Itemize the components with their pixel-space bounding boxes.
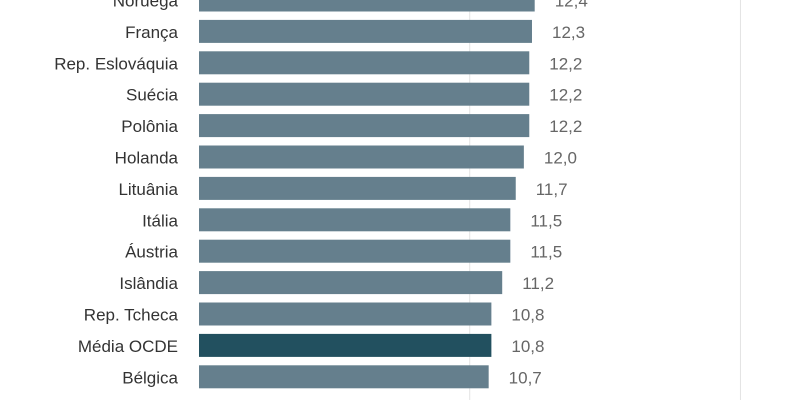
value-label: 11,5 [530,211,562,230]
value-label: 10,7 [509,368,542,387]
value-label: 11,7 [536,180,568,199]
value-label: 12,2 [549,117,582,136]
category-label: Islândia [119,274,178,293]
category-label: França [125,23,178,42]
value-label: 12,4 [555,0,588,10]
value-label: 10,8 [511,337,544,356]
category-label: Holanda [115,148,179,167]
category-label: Lituânia [118,180,178,199]
bar [199,208,511,232]
bar [199,0,535,12]
value-label: 10,8 [511,305,544,324]
value-label: 12,2 [549,86,582,105]
bar [199,82,530,106]
bar [199,114,530,138]
category-label: Polônia [121,117,178,136]
category-label: Rep. Eslováquia [54,54,178,73]
category-label: Bélgica [122,368,178,387]
category-label: Rep. Tcheca [84,305,179,324]
category-label: Áustria [125,243,178,262]
category-label: Média OCDE [78,337,178,356]
value-label: 11,2 [522,274,554,293]
bar [199,51,530,75]
bar [199,176,516,200]
bar [199,302,492,326]
category-label: Noruega [113,0,179,10]
value-label: 12,2 [549,54,582,73]
bar [199,239,511,263]
category-label: Itália [142,211,178,230]
bar [199,333,492,357]
bar [199,19,532,43]
value-label: 11,5 [530,243,562,262]
bar [199,365,489,389]
bar [199,145,524,169]
category-label: Suécia [126,86,179,105]
value-label: 12,3 [552,23,585,42]
value-label: 12,0 [544,148,577,167]
bar [199,271,503,295]
